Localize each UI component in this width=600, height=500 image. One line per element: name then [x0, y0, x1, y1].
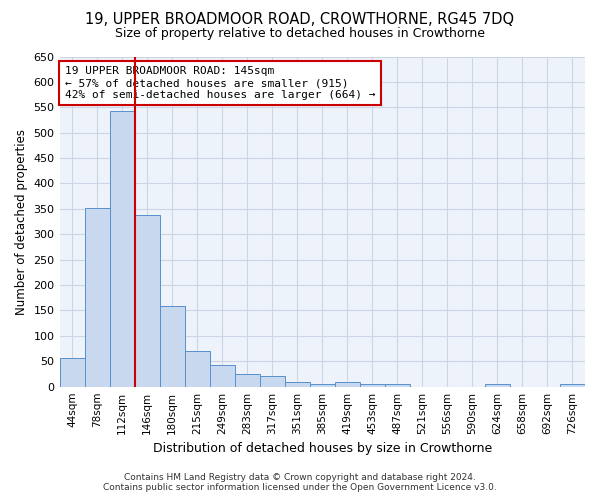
Bar [185, 351, 209, 386]
Bar [360, 384, 385, 386]
Bar [385, 384, 410, 386]
Bar [85, 208, 110, 386]
Y-axis label: Number of detached properties: Number of detached properties [15, 128, 28, 314]
Text: Contains HM Land Registry data © Crown copyright and database right 2024.
Contai: Contains HM Land Registry data © Crown c… [103, 473, 497, 492]
Text: 19, UPPER BROADMOOR ROAD, CROWTHORNE, RG45 7DQ: 19, UPPER BROADMOOR ROAD, CROWTHORNE, RG… [85, 12, 515, 28]
Bar [335, 382, 360, 386]
Bar [285, 382, 310, 386]
Bar [160, 306, 185, 386]
Text: Size of property relative to detached houses in Crowthorne: Size of property relative to detached ho… [115, 28, 485, 40]
Bar [560, 384, 585, 386]
Bar [134, 215, 160, 386]
Text: 19 UPPER BROADMOOR ROAD: 145sqm
← 57% of detached houses are smaller (915)
42% o: 19 UPPER BROADMOOR ROAD: 145sqm ← 57% of… [65, 66, 375, 100]
Bar [209, 366, 235, 386]
Bar [110, 112, 134, 386]
Bar [235, 374, 260, 386]
Bar [260, 376, 285, 386]
Bar [310, 384, 335, 386]
Bar [485, 384, 510, 386]
X-axis label: Distribution of detached houses by size in Crowthorne: Distribution of detached houses by size … [152, 442, 492, 455]
Bar [59, 358, 85, 386]
